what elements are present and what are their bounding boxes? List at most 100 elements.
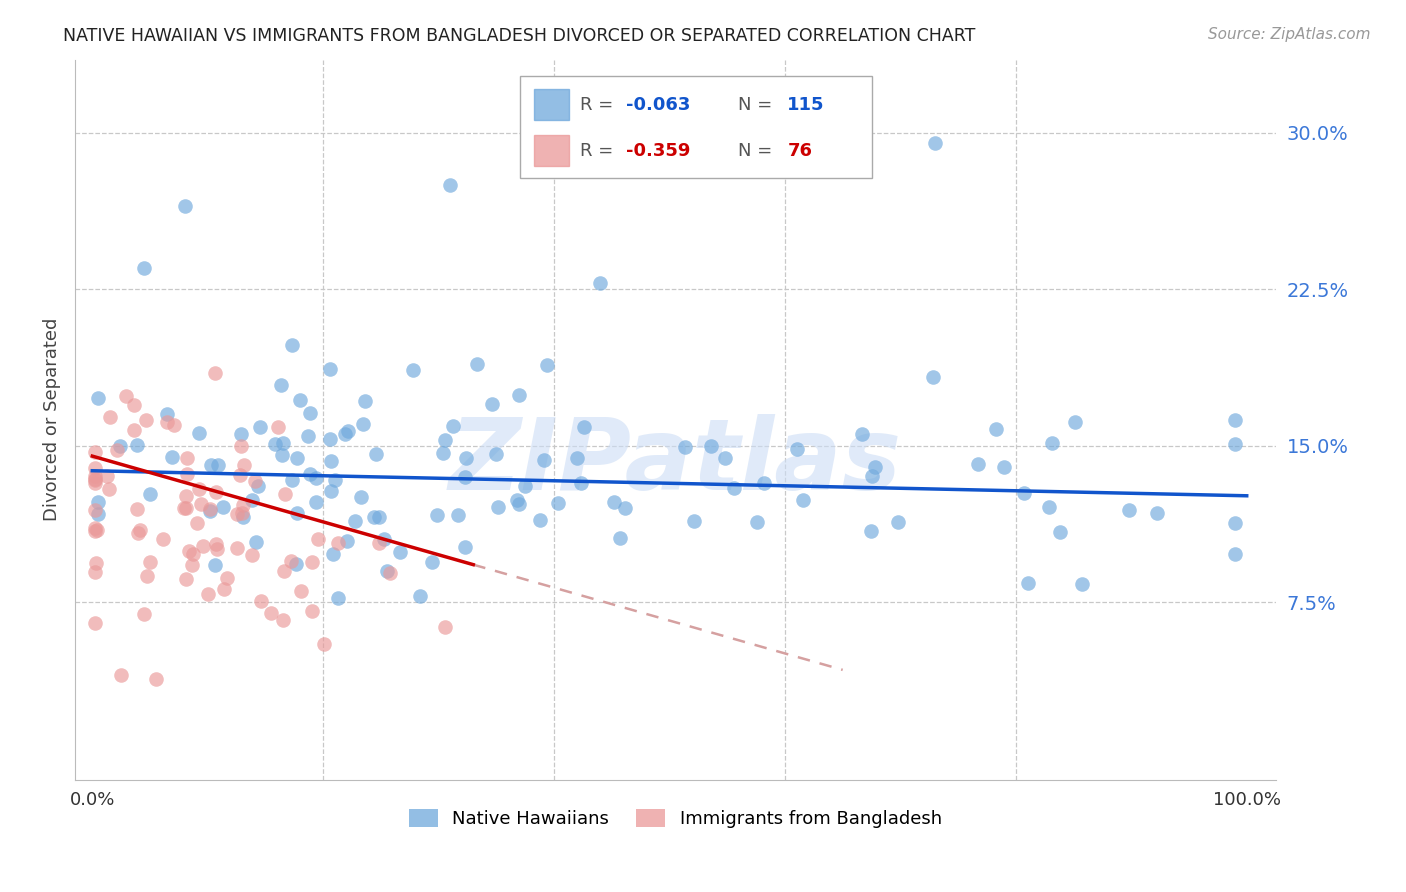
Point bbox=[865, 460, 887, 475]
Point bbox=[508, 497, 530, 511]
Point bbox=[465, 357, 488, 371]
Point bbox=[284, 557, 307, 571]
Point bbox=[547, 496, 569, 510]
Point bbox=[190, 497, 212, 511]
Point bbox=[454, 541, 477, 555]
Point bbox=[285, 506, 308, 520]
Point bbox=[364, 447, 387, 461]
Point bbox=[83, 472, 105, 486]
Point bbox=[87, 391, 110, 405]
Point bbox=[271, 435, 294, 450]
Point bbox=[176, 467, 198, 481]
Point bbox=[851, 427, 873, 442]
Point bbox=[232, 498, 254, 512]
Point bbox=[129, 523, 152, 537]
Point bbox=[887, 515, 910, 529]
Point bbox=[304, 495, 326, 509]
Point bbox=[603, 495, 626, 509]
Point bbox=[344, 514, 367, 528]
Point bbox=[212, 582, 235, 596]
Text: 115: 115 bbox=[787, 95, 825, 113]
Point bbox=[281, 473, 304, 487]
Y-axis label: Divorced or Separated: Divorced or Separated bbox=[44, 318, 60, 521]
Point bbox=[204, 558, 226, 573]
Point bbox=[231, 506, 253, 520]
Point bbox=[134, 607, 156, 621]
Bar bbox=[534, 136, 569, 166]
Point bbox=[1146, 506, 1168, 520]
Point bbox=[1118, 503, 1140, 517]
Point bbox=[380, 566, 402, 580]
Point bbox=[177, 543, 200, 558]
Point bbox=[271, 613, 294, 627]
Point bbox=[163, 417, 186, 432]
Point bbox=[326, 536, 349, 550]
Point bbox=[352, 417, 374, 432]
Point bbox=[301, 603, 323, 617]
Point bbox=[1225, 516, 1247, 530]
Point bbox=[134, 261, 156, 276]
Point bbox=[271, 448, 294, 462]
Point bbox=[180, 558, 202, 572]
Point bbox=[723, 481, 745, 495]
Point bbox=[135, 568, 157, 582]
Point bbox=[108, 439, 131, 453]
Point bbox=[281, 337, 304, 351]
Point bbox=[115, 389, 138, 403]
Point bbox=[506, 492, 529, 507]
Point bbox=[156, 407, 179, 421]
Point bbox=[139, 555, 162, 569]
Point bbox=[211, 500, 233, 515]
Point bbox=[83, 616, 105, 631]
Text: Source: ZipAtlas.com: Source: ZipAtlas.com bbox=[1208, 27, 1371, 42]
Point bbox=[87, 507, 110, 521]
Point bbox=[96, 469, 118, 483]
Point bbox=[267, 420, 290, 434]
Point bbox=[337, 425, 360, 439]
Point bbox=[160, 450, 183, 465]
Point bbox=[240, 493, 263, 508]
Point bbox=[614, 501, 637, 516]
Point bbox=[1040, 435, 1063, 450]
Point bbox=[84, 556, 107, 570]
Point bbox=[188, 482, 211, 496]
Point bbox=[1063, 416, 1085, 430]
Point bbox=[321, 484, 343, 499]
Point bbox=[152, 532, 174, 546]
Point bbox=[290, 583, 312, 598]
Point bbox=[83, 469, 105, 483]
Point bbox=[188, 425, 211, 440]
Point bbox=[368, 536, 391, 550]
Point bbox=[1071, 576, 1094, 591]
Point bbox=[572, 420, 595, 434]
Point bbox=[513, 479, 536, 493]
Point bbox=[270, 378, 292, 392]
Point bbox=[280, 554, 302, 568]
Point bbox=[569, 475, 592, 490]
Point bbox=[307, 533, 329, 547]
Point bbox=[204, 366, 226, 380]
Point bbox=[83, 460, 105, 475]
Point bbox=[97, 482, 120, 496]
Point bbox=[301, 555, 323, 569]
Text: ZIPatlas: ZIPatlas bbox=[449, 414, 901, 511]
Point bbox=[859, 524, 882, 538]
Point bbox=[567, 450, 589, 465]
Point bbox=[229, 439, 252, 453]
Point bbox=[1012, 485, 1035, 500]
Point bbox=[529, 513, 551, 527]
Point bbox=[274, 487, 297, 501]
Point bbox=[127, 526, 149, 541]
Point bbox=[173, 500, 195, 515]
Point bbox=[200, 458, 222, 473]
Point bbox=[1049, 525, 1071, 540]
Point bbox=[439, 178, 461, 192]
Point bbox=[312, 637, 335, 651]
Point bbox=[363, 510, 385, 524]
Point bbox=[233, 458, 256, 473]
Point bbox=[375, 564, 398, 578]
Point bbox=[1017, 575, 1039, 590]
Point bbox=[609, 532, 631, 546]
Point bbox=[231, 426, 253, 441]
Point bbox=[198, 502, 221, 516]
